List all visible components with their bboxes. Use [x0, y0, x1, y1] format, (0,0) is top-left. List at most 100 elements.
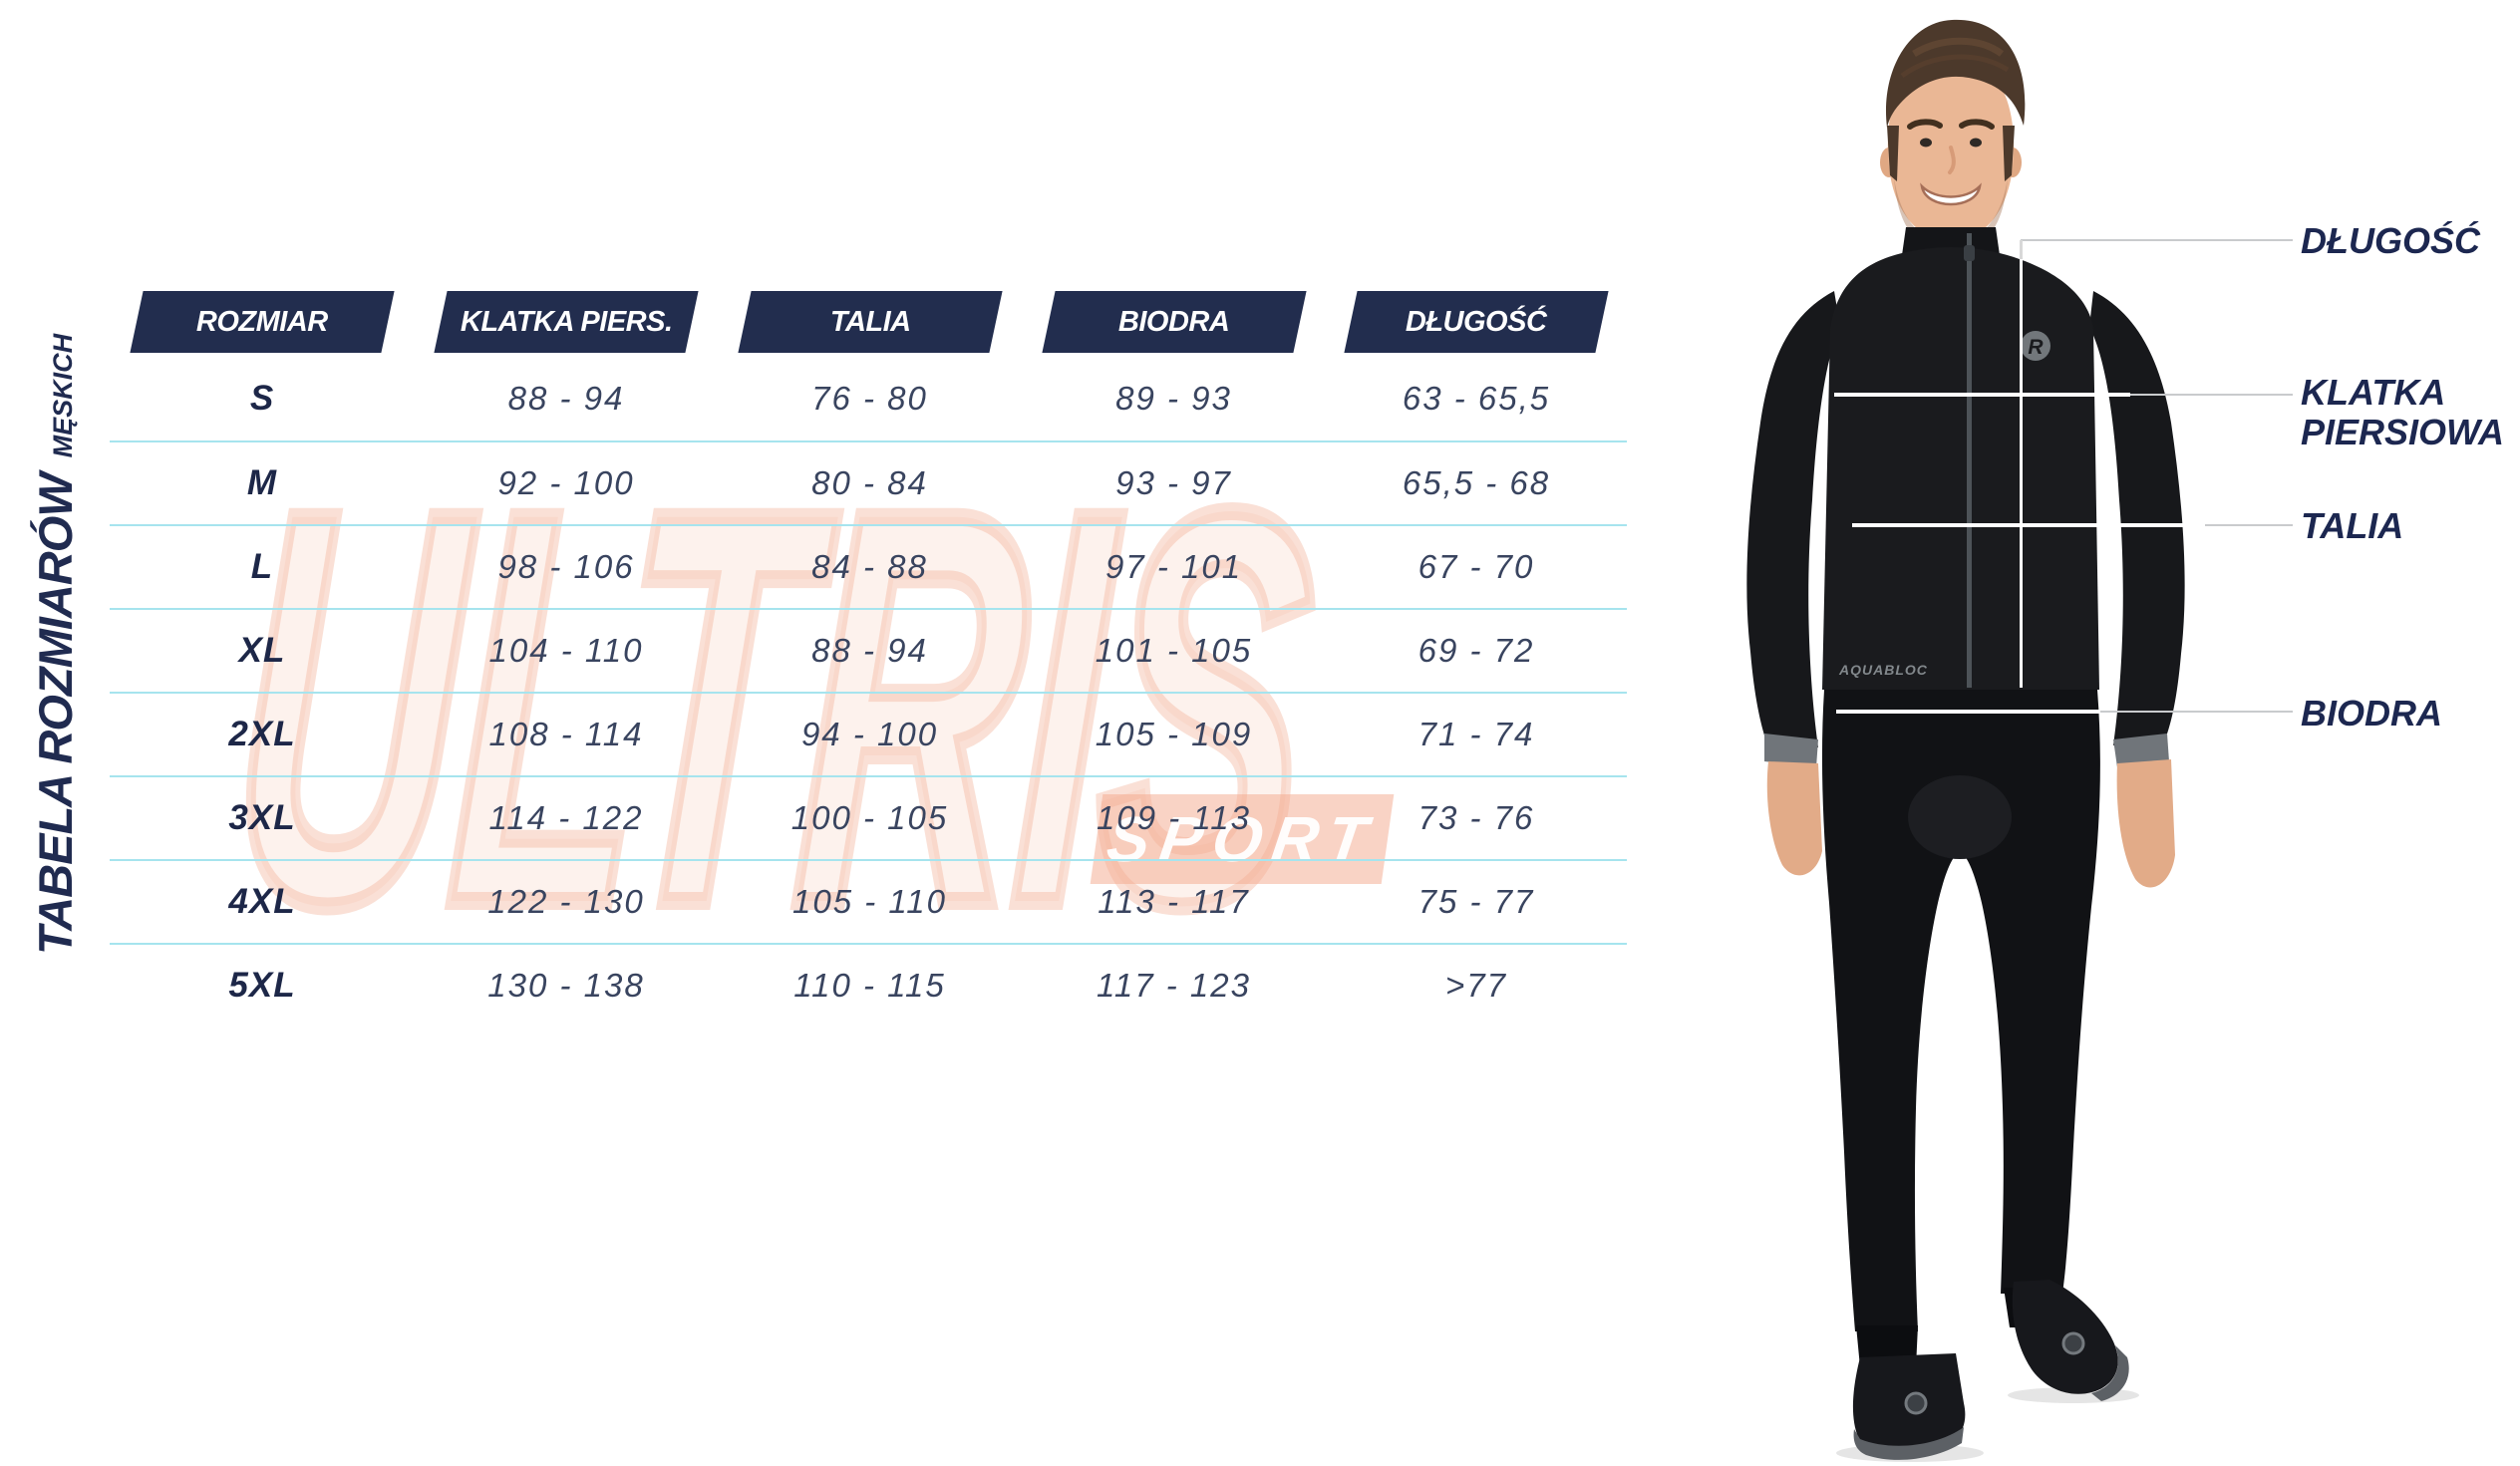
length-cell: 63 - 65,5: [1402, 380, 1551, 417]
label-talia: TALIA: [2301, 505, 2404, 546]
table-row: S 88 - 94 76 - 80 89 - 93 63 - 65,5: [110, 357, 1627, 440]
hand-right: [2116, 759, 2175, 888]
sideburn-left: [1887, 126, 1899, 181]
hips-cell: 113 - 117: [1098, 883, 1250, 920]
size-cell: S: [249, 379, 275, 418]
chest-cell: 88 - 94: [507, 380, 625, 417]
waist-annotation-line: [2205, 524, 2293, 526]
hair-highlight: [1912, 37, 2005, 58]
table-row: 4XL 122 - 130 105 - 110 113 - 117 75 - 7…: [110, 859, 1627, 943]
chest-cell: 114 - 122: [488, 799, 644, 836]
size-cell: 5XL: [228, 966, 296, 1005]
jacket-logo-letter: R: [2028, 336, 2044, 359]
hips-cell: 101 - 105: [1095, 632, 1253, 669]
jacket-sleeve-right: [2089, 291, 2185, 745]
eye-left: [1920, 138, 1932, 147]
size-cell: 3XL: [228, 798, 296, 837]
chest-cell: 104 - 110: [488, 632, 644, 669]
size-cell: M: [246, 463, 278, 502]
tights-pad: [1908, 775, 2012, 859]
length-measure-line-vertical: [2020, 259, 2023, 688]
page-title: TABELA ROZMIARÓW MĘSKICH: [28, 334, 83, 955]
chest-cell: 122 - 130: [487, 883, 645, 920]
waist-measure-line: [1852, 523, 2205, 527]
hand-left: [1766, 761, 1822, 876]
jacket: R AQUABLOC: [1746, 227, 2185, 767]
hips-cell: 109 - 113: [1097, 799, 1251, 836]
chest-cell: 108 - 114: [488, 716, 644, 752]
length-cell: 75 - 77: [1418, 883, 1535, 920]
chest-measure-line: [1834, 393, 2130, 397]
shoe-left-sole: [1853, 1427, 1964, 1460]
length-cell: 71 - 74: [1418, 716, 1535, 752]
shoe-dial: [2061, 1331, 2085, 1355]
length-cell: >77: [1445, 967, 1507, 1004]
table-row: 3XL 114 - 122 100 - 105 109 - 113 73 - 7…: [110, 775, 1627, 859]
size-cell: 4XL: [228, 882, 296, 921]
chest-cell: 98 - 106: [497, 548, 635, 585]
waist-cell: 88 - 94: [811, 632, 928, 669]
header-talia-label: TALIA: [829, 305, 910, 338]
label-klatka-line2: PIERSIOWA: [2301, 412, 2505, 452]
header-talia: TALIA: [737, 291, 1003, 353]
model-photo: R AQUABLOC: [1746, 19, 2185, 1462]
cycling-shoes: [1852, 1280, 2129, 1460]
header-biodra-label: BIODRA: [1117, 305, 1230, 338]
table-header-row: ROZMIAR KLATKA PIERS. TALIA BIODRA DŁUGO…: [110, 291, 1627, 353]
chest-cell: 130 - 138: [487, 967, 645, 1004]
length-cell: 69 - 72: [1418, 632, 1535, 669]
jacket-logo-badge: [2021, 331, 2050, 361]
zipper-pull: [1964, 245, 1975, 261]
page-title-sub: MĘSKICH: [48, 333, 78, 458]
cuff-left: [1764, 733, 1818, 767]
label-dlugosc: DŁUGOŚĆ: [2301, 220, 2480, 261]
jacket-torso: [1822, 247, 2099, 690]
label-biodra: BIODRA: [2301, 693, 2442, 733]
header-rozmiar-label: ROZMIAR: [196, 305, 328, 338]
waist-cell: 105 - 110: [792, 883, 947, 920]
table-row: 2XL 108 - 114 94 - 100 105 - 109 71 - 74: [110, 692, 1627, 775]
eye-right: [1970, 138, 1982, 147]
eyebrow-left: [1907, 119, 1943, 130]
header-biodra: BIODRA: [1041, 291, 1307, 353]
cuff-right: [2113, 733, 2169, 767]
length-annotation-line: [2021, 239, 2293, 241]
length-cell: 65,5 - 68: [1402, 464, 1551, 501]
jacket-zipper: [1967, 233, 1972, 688]
chest-annotation-line: [2130, 394, 2293, 396]
table-row: L 98 - 106 84 - 88 97 - 101 67 - 70: [110, 524, 1627, 608]
table-row: M 92 - 100 80 - 84 93 - 97 65,5 - 68: [110, 440, 1627, 524]
table-body: S 88 - 94 76 - 80 89 - 93 63 - 65,5 M 92…: [110, 357, 1627, 1026]
hips-cell: 117 - 123: [1097, 967, 1251, 1004]
waist-cell: 100 - 105: [790, 799, 949, 836]
hips-annotation-line: [2100, 711, 2293, 713]
page-title-main: TABELA ROZMIARÓW: [29, 473, 82, 955]
sideburn-right: [2003, 126, 2015, 181]
eyebrow-right: [1959, 119, 1995, 130]
header-klatka-piers: KLATKA PIERS.: [434, 291, 699, 353]
jacket-brand-text: AQUABLOC: [1838, 662, 1928, 678]
label-klatka-line1: KLATKA: [2301, 372, 2446, 413]
header-rozmiar: ROZMIAR: [130, 291, 395, 353]
smile: [1920, 182, 1982, 206]
hips-cell: 93 - 97: [1115, 464, 1232, 501]
header-dlugosc-label: DŁUGOŚĆ: [1406, 305, 1547, 338]
hips-cell: 105 - 109: [1095, 716, 1253, 752]
size-cell: XL: [238, 631, 286, 670]
jacket-sleeve-left: [1746, 291, 1840, 747]
size-table: ROZMIAR KLATKA PIERS. TALIA BIODRA DŁUGO…: [110, 291, 1627, 1026]
tights: [1821, 690, 2100, 1367]
tights-legs: [1821, 690, 2100, 1331]
length-cell: 67 - 70: [1418, 548, 1535, 585]
size-cell: 2XL: [228, 715, 296, 753]
waist-cell: 94 - 100: [800, 716, 939, 752]
size-cell: L: [250, 547, 274, 586]
hips-cell: 97 - 101: [1104, 548, 1243, 585]
hair-highlight: [1900, 54, 2010, 79]
hips-cell: 89 - 93: [1115, 380, 1232, 417]
chest-cell: 92 - 100: [497, 464, 635, 501]
hips-measure-line: [1836, 710, 2100, 714]
length-cell: 73 - 76: [1418, 799, 1535, 836]
nose: [1948, 146, 1956, 174]
